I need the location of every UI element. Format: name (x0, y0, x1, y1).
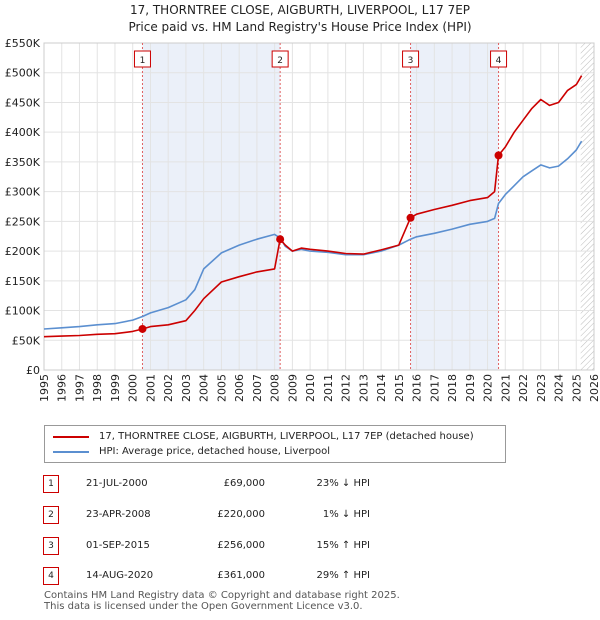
x-tick-label: 2008 (269, 374, 282, 402)
forecast-hatch (580, 43, 594, 370)
x-tick-label: 2016 (411, 374, 424, 402)
legend-swatch-property (53, 435, 89, 438)
transaction-hpi-diff: 23% ↓ HPI (316, 478, 370, 489)
x-tick-label: 2005 (215, 374, 228, 402)
transaction-date: 01-SEP-2015 (86, 540, 150, 551)
transaction-price: £256,000 (217, 540, 265, 551)
y-tick-label: £200K (5, 245, 41, 258)
transaction-price: £69,000 (223, 478, 265, 489)
y-tick-label: £100K (5, 305, 41, 318)
footer-copyright: Contains HM Land Registry data © Copyrig… (44, 590, 400, 601)
x-tick-label: 2025 (570, 374, 583, 402)
x-tick-label: 2015 (393, 374, 406, 402)
transaction-hpi-diff: 15% ↑ HPI (316, 540, 370, 551)
y-tick-label: £250K (5, 215, 41, 228)
transaction-marker-label: 2 (277, 56, 283, 66)
plot-border (43, 42, 595, 371)
legend-item-hpi: HPI: Average price, detached house, Live… (53, 446, 330, 457)
transaction-marker-label: 4 (496, 56, 502, 66)
table-row: 1 21-JUL-2000 £69,000 23% ↓ HPI (40, 474, 560, 494)
transaction-badge: 4 (43, 567, 59, 585)
x-tick-label: 2012 (340, 374, 353, 402)
y-tick-label: £450K (5, 96, 41, 109)
plot-background (44, 43, 594, 370)
transaction-date: 21-JUL-2000 (86, 478, 148, 489)
transaction-point (406, 213, 415, 222)
transaction-marker-box (133, 50, 151, 68)
x-tick-label: 2023 (535, 374, 548, 402)
transaction-price: £220,000 (217, 509, 265, 520)
transaction-marker-box (402, 50, 420, 68)
x-tick-label: 2018 (446, 374, 459, 402)
x-tick-label: 2022 (517, 374, 530, 402)
x-tick-label: 2026 (588, 374, 600, 402)
transaction-point (494, 151, 503, 160)
x-tick-label: 2002 (162, 374, 175, 402)
legend-label-property: 17, THORNTREE CLOSE, AIGBURTH, LIVERPOOL… (99, 431, 474, 442)
legend-swatch-hpi (53, 450, 89, 453)
y-tick-label: £350K (5, 156, 41, 169)
chart-subtitle: Price paid vs. HM Land Registry's House … (128, 20, 472, 34)
x-tick-label: 2024 (553, 374, 566, 402)
x-tick-label: 1995 (38, 374, 51, 402)
x-tick-label: 2010 (304, 374, 317, 402)
x-tick-label: 2003 (180, 374, 193, 402)
price-chart: £0 £50K £100K £150K £200K £250K £300K £350K £400… (5, 37, 600, 402)
y-tick-label: £50K (12, 334, 41, 347)
x-tick-label: 1998 (91, 374, 104, 402)
x-tick-label: 1996 (56, 374, 69, 402)
x-tick-label: 2019 (464, 374, 477, 402)
transaction-badge: 3 (43, 537, 59, 555)
transaction-badge: 2 (43, 506, 59, 524)
property-price-line (43, 75, 583, 338)
transaction-date: 23-APR-2008 (86, 509, 151, 520)
ownership-period-band (410, 43, 499, 370)
x-tick-label: 2004 (198, 374, 211, 402)
transaction-marker-box (490, 50, 508, 68)
table-row: 2 23-APR-2008 £220,000 1% ↓ HPI (40, 505, 560, 525)
x-tick-label: 2009 (286, 374, 299, 402)
y-tick-label: £0 (26, 364, 40, 377)
x-tick-label: 1997 (73, 374, 86, 402)
transaction-marker-box (271, 50, 289, 68)
y-tick-label: £400K (5, 126, 41, 139)
y-tick-label: £550K (5, 37, 41, 50)
x-tick-label: 2000 (127, 374, 140, 402)
transaction-date: 14-AUG-2020 (86, 570, 154, 581)
x-tick-label: 2021 (499, 374, 512, 402)
x-tick-label: 2014 (375, 374, 388, 402)
x-tick-label: 2006 (233, 374, 246, 402)
transaction-badge: 1 (43, 475, 59, 493)
y-tick-label: £500K (5, 67, 41, 80)
legend-item-property: 17, THORNTREE CLOSE, AIGBURTH, LIVERPOOL… (53, 431, 474, 442)
y-tick-label: £300K (5, 186, 41, 199)
x-tick-label: 2007 (251, 374, 264, 402)
hpi-line (43, 140, 583, 330)
legend: 17, THORNTREE CLOSE, AIGBURTH, LIVERPOOL… (44, 425, 506, 463)
footer: Contains HM Land Registry data © Copyrig… (44, 590, 400, 612)
ownership-period-band (142, 43, 281, 370)
y-tick-label: £150K (5, 275, 41, 288)
transaction-hpi-diff: 29% ↑ HPI (316, 570, 370, 581)
chart-title: 17, THORNTREE CLOSE, AIGBURTH, LIVERPOOL… (129, 3, 471, 17)
transaction-marker-label: 3 (408, 56, 414, 66)
x-tick-label: 2001 (144, 374, 157, 402)
table-row: 4 14-AUG-2020 £361,000 29% ↑ HPI (40, 566, 560, 586)
legend-label-hpi: HPI: Average price, detached house, Live… (99, 446, 331, 457)
x-tick-label: 2017 (428, 374, 441, 402)
x-tick-label: 2020 (482, 374, 495, 402)
footer-licence: This data is licensed under the Open Gov… (44, 601, 363, 612)
transaction-price: £361,000 (217, 570, 265, 581)
x-tick-label: 2013 (357, 374, 370, 402)
transaction-point (138, 324, 147, 333)
transaction-marker-label: 1 (140, 56, 146, 66)
transaction-hpi-diff: 1% ↓ HPI (322, 509, 370, 520)
transaction-point (276, 235, 285, 244)
x-tick-label: 1999 (109, 374, 122, 402)
x-tick-label: 2011 (322, 374, 335, 402)
table-row: 3 01-SEP-2015 £256,000 15% ↑ HPI (40, 536, 560, 556)
